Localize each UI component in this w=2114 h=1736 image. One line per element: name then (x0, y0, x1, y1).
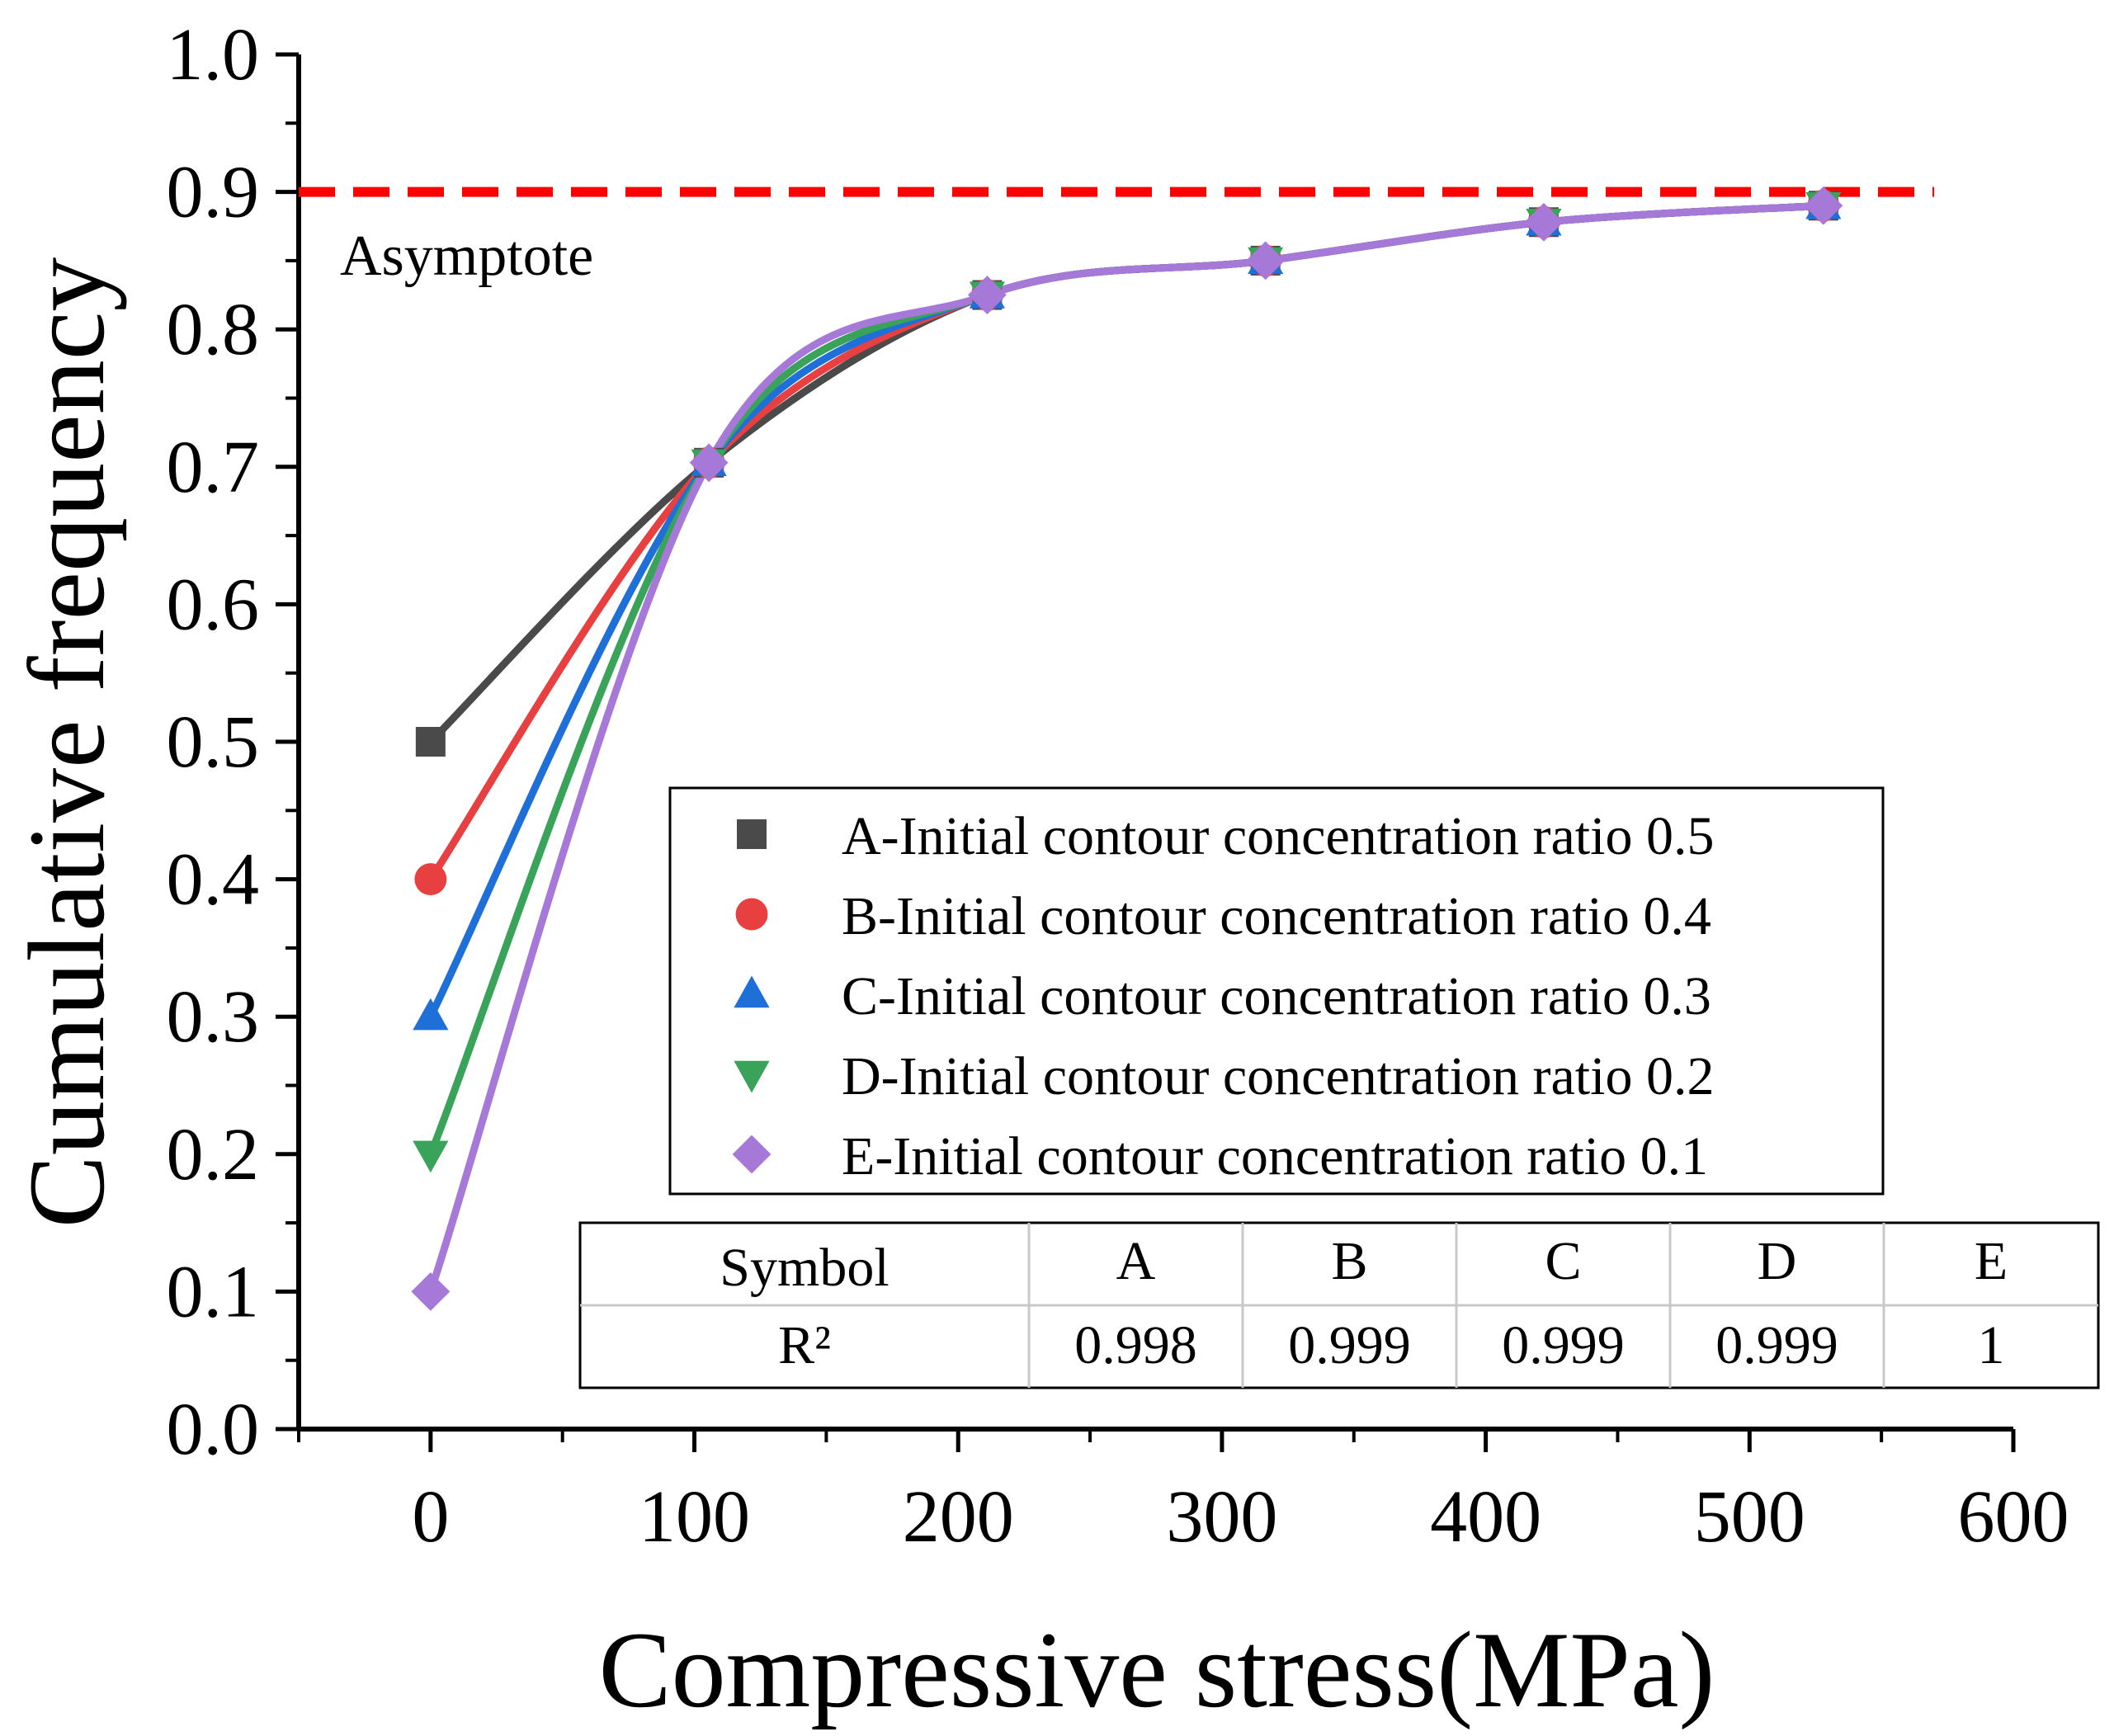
y-tick-label: 0.5 (167, 701, 260, 783)
legend-marker-d (734, 1060, 770, 1093)
y-tick-label: 0.0 (167, 1389, 260, 1470)
x-tick-label: 300 (1166, 1476, 1277, 1558)
x-tick-label: 100 (639, 1476, 750, 1558)
table-header-cell: A (1116, 1231, 1156, 1291)
y-tick-label: 0.8 (167, 289, 260, 370)
fit-curve-a (427, 201, 1828, 746)
table-value-cell: 0.999 (1715, 1315, 1838, 1375)
legend-marker-a (737, 819, 767, 849)
x-axis-title: Compressive stress(MPa) (599, 1609, 1715, 1730)
data-point-e (1804, 186, 1843, 225)
x-tick-label: 0 (412, 1476, 449, 1558)
y-tick-label: 0.6 (167, 564, 260, 645)
legend-marker-c (734, 975, 770, 1008)
legend: A-Initial contour concentration ratio 0.… (668, 786, 1885, 1196)
data-point-b (414, 863, 447, 896)
x-tick-label: 200 (903, 1476, 1014, 1558)
table-value-cell: 0.999 (1288, 1315, 1411, 1375)
y-tick-label: 0.3 (167, 976, 260, 1058)
data-point-e (1524, 202, 1564, 242)
data-markers (411, 186, 1843, 1311)
data-point-c (413, 998, 449, 1031)
table-header-cell: D (1758, 1231, 1797, 1291)
y-tick-label: 0.7 (167, 427, 260, 508)
data-point-e (689, 443, 729, 483)
table-value-cell: 0.998 (1074, 1315, 1197, 1375)
table-header-cell: B (1331, 1231, 1367, 1291)
legend-marker-e (732, 1135, 772, 1174)
legend-label-a: A-Initial contour concentration ratio 0.… (842, 806, 1714, 866)
y-tick-label: 0.9 (167, 152, 260, 234)
table-header-cell: E (1975, 1231, 2008, 1291)
legend-marker-b (735, 898, 768, 931)
data-point-a (415, 727, 446, 757)
fit-curve-b (427, 201, 1828, 884)
table-value-cell: 1 (1978, 1315, 2005, 1375)
data-point-d (413, 1140, 449, 1173)
asymptote-label: Asymptote (340, 224, 593, 288)
r2-table: Symbol A B C D E R² 0.998 0.999 0.999 0.999 1 (578, 1221, 2100, 1389)
y-tick-label: 0.2 (167, 1114, 260, 1196)
y-tick-label: 1.0 (167, 14, 260, 96)
data-point-e (411, 1272, 451, 1311)
y-tick-label: 0.4 (167, 839, 260, 921)
table-value-cell: 0.999 (1502, 1315, 1625, 1375)
x-tick-label: 400 (1430, 1476, 1541, 1558)
legend-label-b: B-Initial contour concentration ratio 0.… (842, 886, 1711, 946)
x-tick-label: 500 (1694, 1476, 1805, 1558)
x-tick-label: 600 (1958, 1476, 2069, 1558)
table-header-cell: C (1545, 1231, 1581, 1291)
legend-box (668, 786, 1885, 1196)
y-axis-title: Cumulative frequency (6, 257, 127, 1229)
data-point-e (1246, 241, 1286, 281)
legend-label-c: C-Initial contour concentration ratio 0.… (842, 966, 1711, 1026)
axes: 0.0 0.1 0.2 0.3 0.4 0.5 0.6 0.7 0.8 0.9 1.0 0 100 200… (167, 14, 2069, 1558)
table-header-cell: Symbol (720, 1238, 889, 1298)
legend-label-e: E-Initial contour concentration ratio 0.… (842, 1126, 1708, 1186)
y-tick-label: 0.1 (167, 1251, 260, 1333)
table-value-cell: R² (778, 1315, 831, 1375)
data-point-e (967, 276, 1007, 314)
legend-label-d: D-Initial contour concentration ratio 0.… (842, 1046, 1714, 1106)
